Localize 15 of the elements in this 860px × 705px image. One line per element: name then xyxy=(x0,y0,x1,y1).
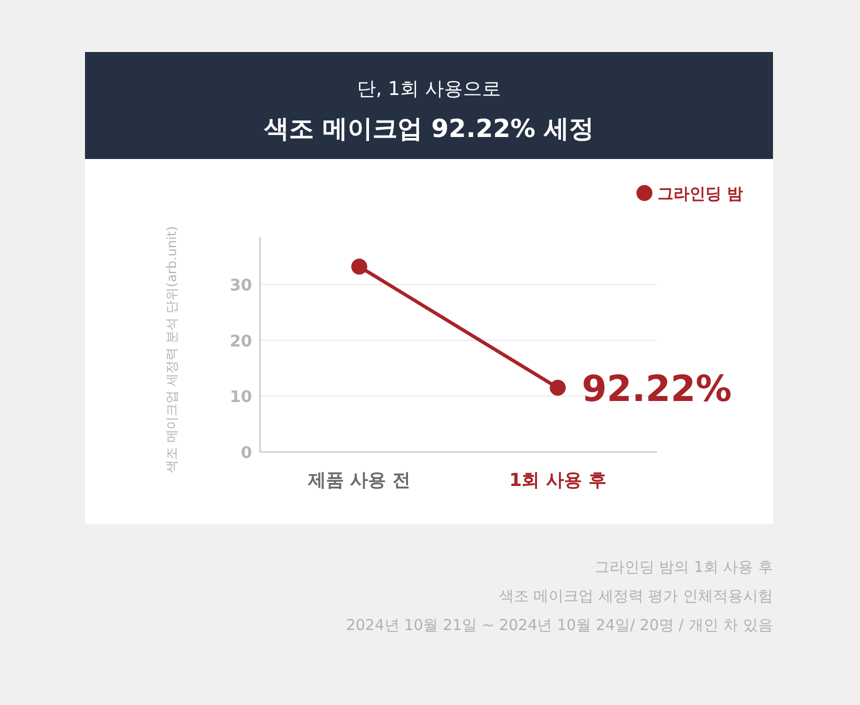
chart-title: 단, 1회 사용으로 xyxy=(356,78,502,100)
text: 색조 메이크업 세정력 평가 인체적용시험 xyxy=(498,587,773,605)
annotation: 92.22% xyxy=(582,368,732,410)
y-tick-label: 0 xyxy=(240,443,252,462)
text: 2024년 10월 21일 ~ 2024년 10월 24일/ 20명 / 개인 차 있음 xyxy=(346,616,773,634)
y-tick-label: 10 xyxy=(230,387,252,406)
chart-subtitle: 색조 메이크업 92.22% 세정 xyxy=(262,114,594,143)
x-tick-label: 1회 사용 후 xyxy=(509,470,606,491)
x-tick-label: 제품 사용 전 xyxy=(306,470,411,491)
legend: 그라인딩 밤 xyxy=(636,184,743,203)
y-tick-label: 20 xyxy=(230,331,252,350)
y-axis-title: 색조 메이크업 세정력 분석 단위(arb.unit) xyxy=(165,226,180,473)
text: 그라인딩 밤의 1회 사용 후 xyxy=(594,558,773,576)
legend-label: 그라인딩 밤 xyxy=(657,184,743,203)
y-tick-label: 30 xyxy=(230,275,252,294)
